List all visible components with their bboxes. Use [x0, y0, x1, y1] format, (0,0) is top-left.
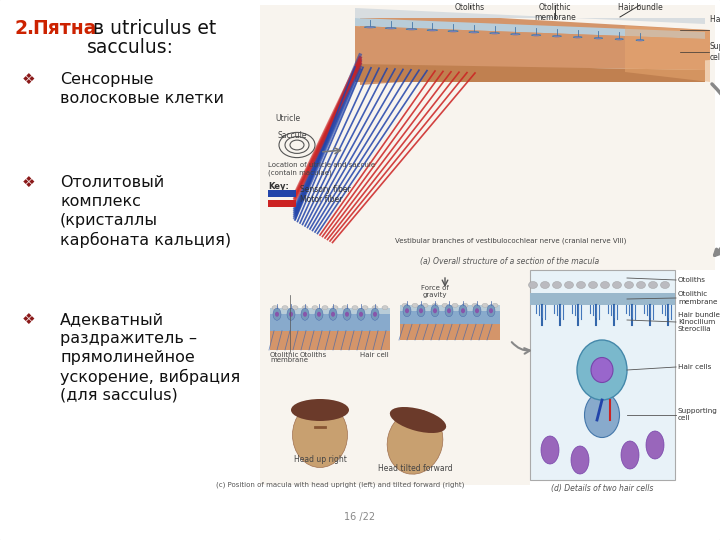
Ellipse shape — [367, 27, 373, 28]
Text: Supporting
cell: Supporting cell — [678, 408, 718, 422]
Ellipse shape — [541, 436, 559, 464]
Ellipse shape — [362, 306, 368, 309]
Ellipse shape — [573, 37, 582, 38]
Text: ❖: ❖ — [22, 175, 35, 190]
Ellipse shape — [585, 393, 619, 437]
Ellipse shape — [302, 306, 308, 309]
Text: Motor fiber: Motor fiber — [300, 195, 343, 205]
Ellipse shape — [402, 303, 408, 307]
Bar — [400, 310, 500, 324]
Ellipse shape — [315, 308, 323, 320]
Ellipse shape — [390, 407, 446, 433]
Ellipse shape — [552, 36, 562, 37]
Ellipse shape — [577, 340, 627, 400]
Ellipse shape — [492, 303, 498, 307]
Text: Saccule: Saccule — [277, 131, 307, 140]
Text: Hair bundle
Kinocilium
Sterocilia: Hair bundle Kinocilium Sterocilia — [678, 312, 720, 332]
Ellipse shape — [564, 281, 574, 288]
Text: Utricle: Utricle — [275, 114, 300, 123]
Ellipse shape — [621, 441, 639, 469]
Text: (contain maculae): (contain maculae) — [268, 170, 332, 177]
Ellipse shape — [345, 312, 349, 317]
Ellipse shape — [312, 306, 318, 309]
Ellipse shape — [387, 410, 443, 474]
Ellipse shape — [482, 303, 488, 307]
Ellipse shape — [273, 308, 281, 320]
Ellipse shape — [364, 26, 376, 28]
Bar — [270, 308, 390, 314]
Ellipse shape — [636, 39, 644, 41]
Ellipse shape — [352, 306, 358, 309]
Text: Otoliths: Otoliths — [678, 277, 706, 283]
Text: (c) Position of macula with head upright (left) and tilted forward (right): (c) Position of macula with head upright… — [216, 482, 464, 489]
Polygon shape — [355, 64, 705, 82]
Bar — [270, 330, 390, 350]
Ellipse shape — [301, 308, 309, 320]
Ellipse shape — [445, 305, 453, 317]
Ellipse shape — [419, 308, 423, 313]
Polygon shape — [360, 10, 710, 85]
Text: Hair cell: Hair cell — [360, 352, 389, 358]
Ellipse shape — [490, 32, 500, 34]
Ellipse shape — [272, 306, 278, 309]
Text: карбоната кальция): карбоната кальция) — [60, 232, 231, 248]
Ellipse shape — [409, 29, 414, 30]
Text: Hair bundle: Hair bundle — [618, 3, 662, 12]
Ellipse shape — [448, 30, 458, 32]
Text: Key:: Key: — [268, 182, 289, 191]
Ellipse shape — [303, 312, 307, 317]
Ellipse shape — [317, 312, 321, 317]
Text: 2.: 2. — [14, 19, 34, 38]
Text: Otolithic
membrane: Otolithic membrane — [534, 3, 576, 22]
Text: Location of utricle and saccule: Location of utricle and saccule — [268, 162, 375, 168]
Ellipse shape — [329, 308, 337, 320]
Text: прямолинейное: прямолинейное — [60, 350, 194, 365]
Ellipse shape — [431, 305, 439, 317]
Ellipse shape — [447, 308, 451, 313]
Ellipse shape — [406, 29, 417, 30]
Text: (для sacculus): (для sacculus) — [60, 388, 178, 403]
Text: ❖: ❖ — [22, 72, 35, 87]
Ellipse shape — [343, 308, 351, 320]
Ellipse shape — [531, 35, 541, 36]
Text: Sensory fiber: Sensory fiber — [300, 186, 351, 194]
Ellipse shape — [588, 281, 598, 288]
Ellipse shape — [577, 281, 585, 288]
Ellipse shape — [292, 306, 298, 309]
Ellipse shape — [489, 308, 493, 313]
Text: комплекс: комплекс — [60, 194, 141, 209]
Ellipse shape — [332, 306, 338, 309]
Ellipse shape — [552, 281, 562, 288]
Text: Отолитовый: Отолитовый — [60, 175, 164, 190]
Ellipse shape — [646, 431, 664, 459]
Ellipse shape — [571, 446, 589, 474]
Text: Supporting
cell: Supporting cell — [710, 42, 720, 62]
Ellipse shape — [359, 312, 363, 317]
Ellipse shape — [291, 399, 349, 421]
Text: раздражитель –: раздражитель – — [60, 331, 197, 346]
Text: Адекватный: Адекватный — [60, 312, 164, 327]
Ellipse shape — [575, 37, 580, 38]
Ellipse shape — [289, 312, 293, 317]
Polygon shape — [625, 26, 710, 82]
Ellipse shape — [615, 38, 624, 40]
Ellipse shape — [371, 308, 379, 320]
Bar — [530, 293, 675, 305]
Text: Сенсорные: Сенсорные — [60, 72, 153, 87]
Text: (кристаллы: (кристаллы — [60, 213, 158, 228]
Ellipse shape — [624, 281, 634, 288]
Ellipse shape — [636, 281, 646, 288]
Ellipse shape — [432, 303, 438, 307]
Ellipse shape — [422, 303, 428, 307]
Text: sacculus:: sacculus: — [87, 38, 174, 57]
Ellipse shape — [282, 306, 288, 309]
Text: Vestibular branches of vestibulocochlear nerve (cranial nerve VIII): Vestibular branches of vestibulocochlear… — [395, 238, 626, 245]
Text: Hair cell: Hair cell — [710, 16, 720, 24]
Text: Otoliths: Otoliths — [300, 352, 328, 358]
Ellipse shape — [331, 312, 335, 317]
Ellipse shape — [433, 308, 437, 313]
Text: Otolithic: Otolithic — [270, 352, 300, 358]
Text: membrane: membrane — [270, 357, 308, 363]
Ellipse shape — [554, 36, 559, 37]
